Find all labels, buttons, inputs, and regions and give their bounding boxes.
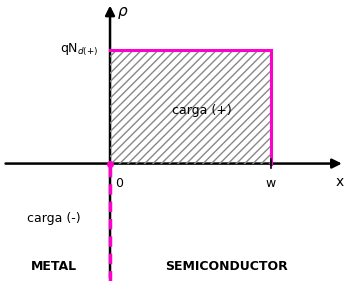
- Text: METAL: METAL: [31, 260, 77, 273]
- Text: 0: 0: [115, 177, 123, 190]
- Text: carga (+): carga (+): [172, 104, 231, 117]
- Text: carga (-): carga (-): [27, 212, 81, 225]
- Text: qN$_{d(+)}$: qN$_{d(+)}$: [61, 42, 99, 58]
- Text: w: w: [266, 177, 276, 190]
- Text: SEMICONDUCTOR: SEMICONDUCTOR: [165, 260, 287, 273]
- Text: $\rho$: $\rho$: [117, 5, 128, 21]
- Text: x: x: [336, 175, 344, 189]
- Bar: [110, 50, 271, 164]
- Bar: [110, 50, 271, 164]
